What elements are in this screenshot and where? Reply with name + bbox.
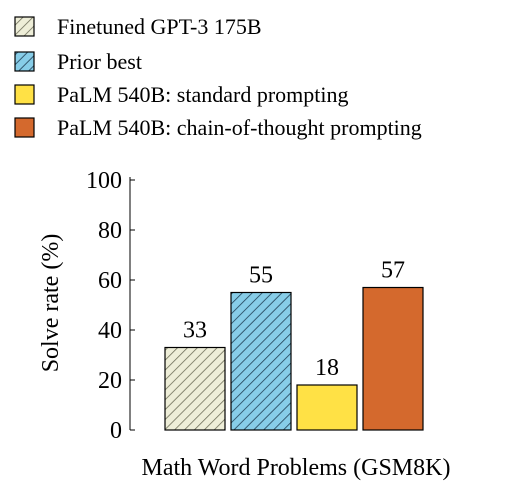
x-axis-label: Math Word Problems (GSM8K) bbox=[142, 455, 451, 481]
bar-value-label: 18 bbox=[315, 355, 339, 381]
bar-value-label: 33 bbox=[183, 318, 207, 344]
y-tick-label: 100 bbox=[86, 168, 122, 194]
bar-value-label: 57 bbox=[381, 258, 405, 284]
y-tick-label: 80 bbox=[98, 218, 122, 244]
bar bbox=[230, 291, 292, 431]
legend-swatch bbox=[14, 51, 35, 72]
bar-value-label: 55 bbox=[249, 263, 273, 289]
legend-label: Finetuned GPT-3 175B bbox=[57, 14, 262, 39]
y-ticks: 0 20 40 60 80 100 bbox=[86, 168, 135, 444]
y-axis-label: Solve rate (%) bbox=[38, 234, 64, 373]
bars: 33 55 18 57 bbox=[164, 258, 424, 431]
legend-label: Prior best bbox=[57, 49, 142, 74]
y-tick-label: 60 bbox=[98, 268, 122, 294]
legend: Finetuned GPT-3 175B Prior best PaLM 540B:… bbox=[14, 14, 422, 140]
y-tick-label: 20 bbox=[98, 368, 122, 394]
legend-label: PaLM 540B: chain-of-thought prompting bbox=[57, 115, 422, 140]
bar bbox=[164, 346, 226, 431]
bar bbox=[362, 286, 424, 431]
y-tick-label: 40 bbox=[98, 318, 122, 344]
legend-label: PaLM 540B: standard prompting bbox=[57, 82, 348, 107]
y-tick-label: 0 bbox=[110, 418, 122, 444]
legend-swatch bbox=[14, 16, 35, 37]
legend-swatch bbox=[14, 117, 35, 138]
bar bbox=[296, 384, 358, 431]
legend-swatch bbox=[14, 84, 35, 105]
